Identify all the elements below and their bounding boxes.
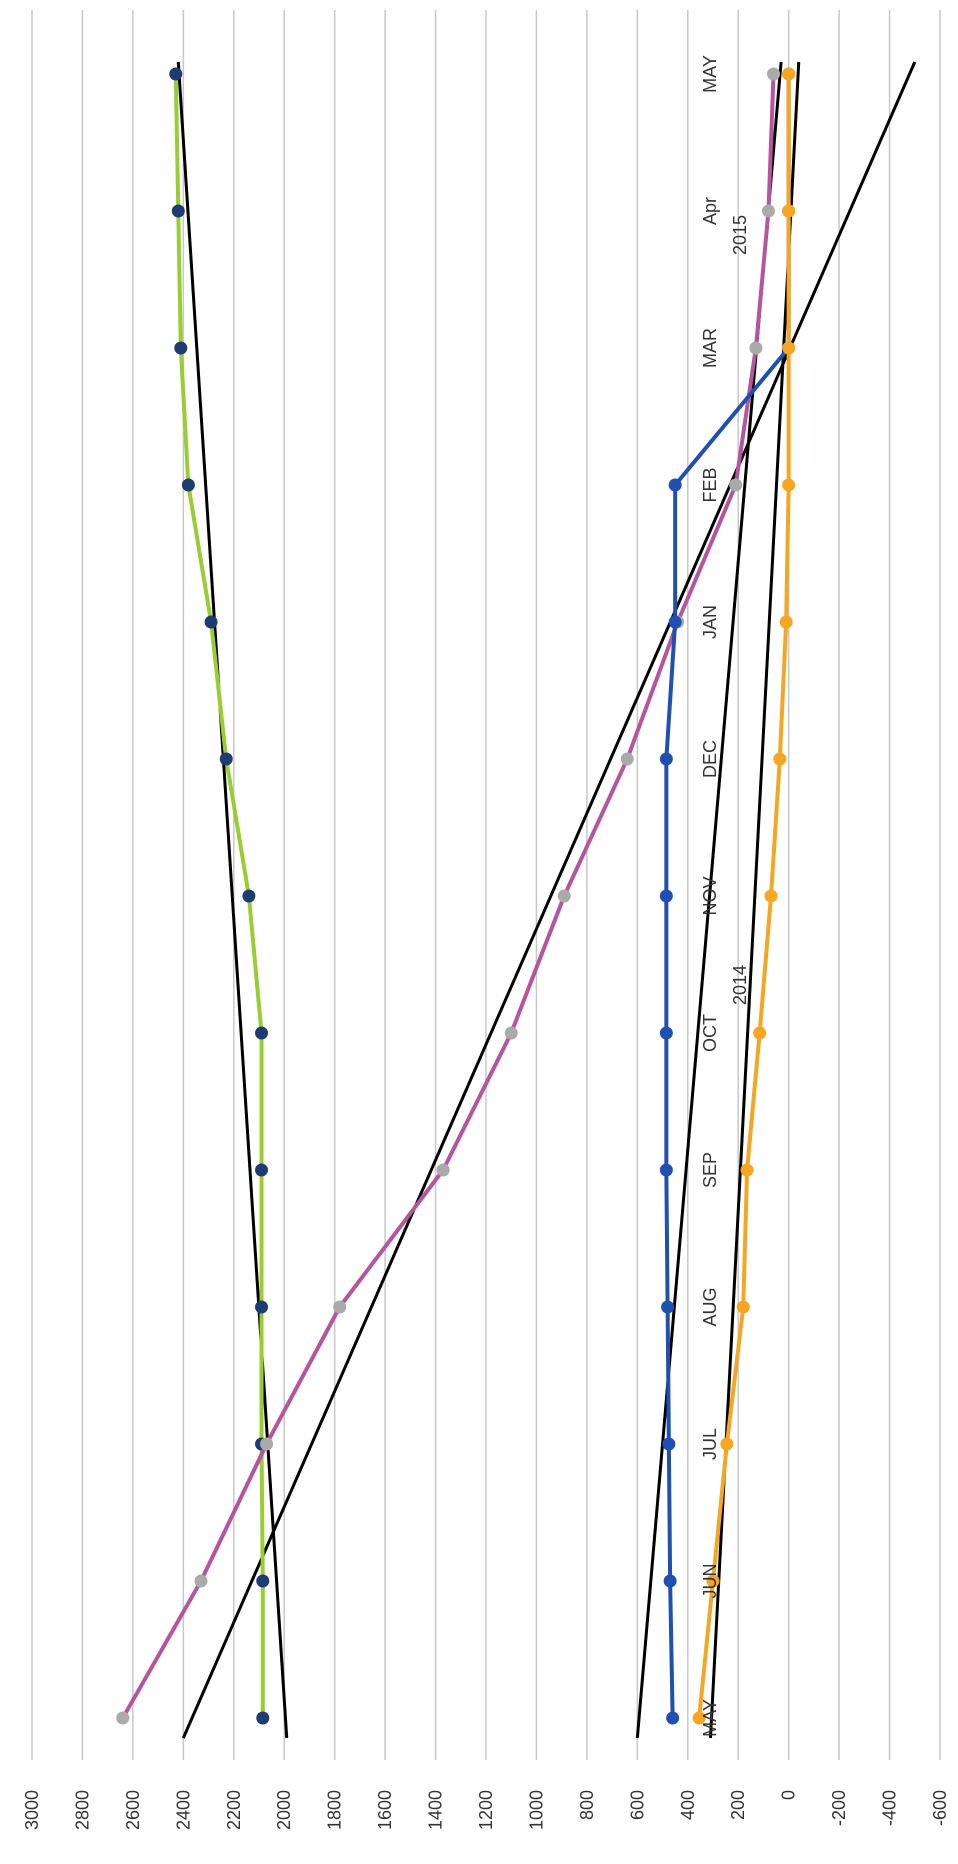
data-point <box>181 478 195 492</box>
data-point <box>782 67 796 81</box>
data-point <box>692 1711 706 1725</box>
value-tick-label: 1200 <box>476 1790 496 1830</box>
data-point <box>659 889 673 903</box>
data-point <box>255 1163 269 1177</box>
value-tick-label: 2200 <box>224 1790 244 1830</box>
category-label: MAY <box>700 55 720 93</box>
year-label: 2015 <box>730 215 750 255</box>
data-point <box>219 752 233 766</box>
value-tick-label: 1800 <box>325 1790 345 1830</box>
category-label: MAY <box>700 1699 720 1737</box>
data-point <box>116 1711 130 1725</box>
value-tick-label: 800 <box>577 1790 597 1820</box>
category-label: Apr <box>700 197 720 225</box>
trend-lines <box>176 61 917 1739</box>
data-point <box>773 752 787 766</box>
trend-line <box>176 61 289 1739</box>
data-point <box>174 341 188 355</box>
data-point <box>668 478 682 492</box>
value-tick-label: -600 <box>930 1790 950 1826</box>
data-point <box>557 889 571 903</box>
data-point <box>194 1574 208 1588</box>
data-point <box>749 341 763 355</box>
data-point <box>782 341 796 355</box>
data-series <box>116 67 796 1725</box>
category-label: AUG <box>700 1287 720 1326</box>
data-point <box>659 1026 673 1040</box>
data-point <box>169 67 183 81</box>
data-point <box>171 204 185 218</box>
data-point <box>782 478 796 492</box>
data-point <box>242 889 256 903</box>
value-tick-label: 400 <box>678 1790 698 1820</box>
data-point <box>436 1163 450 1177</box>
data-point <box>729 478 743 492</box>
value-tick-label: 200 <box>728 1790 748 1820</box>
value-tick-label: 3000 <box>22 1790 42 1830</box>
data-point <box>256 1574 270 1588</box>
data-point <box>255 1300 269 1314</box>
data-point <box>662 1437 676 1451</box>
data-point <box>668 615 682 629</box>
data-point <box>706 1574 720 1588</box>
value-tick-label: 1400 <box>426 1790 446 1830</box>
category-label: JUL <box>700 1428 720 1460</box>
category-axis-labels: MAY JUN JUL AUG SEP OCT NOV DEC JAN FEB MAR Apr MAY <box>700 55 720 1737</box>
data-point <box>256 1711 270 1725</box>
data-point <box>764 889 778 903</box>
data-point <box>779 615 793 629</box>
data-point <box>782 204 796 218</box>
data-point <box>666 1711 680 1725</box>
value-axis-ticks: 3000 2800 2600 2400 2200 2000 1800 1600 1400 1200… <box>22 1790 950 1830</box>
trend-line <box>181 61 917 1739</box>
data-point <box>204 615 218 629</box>
category-label: JUN <box>700 1564 720 1599</box>
data-point <box>659 752 673 766</box>
category-label: SEP <box>700 1152 720 1188</box>
value-tick-label: 1600 <box>375 1790 395 1830</box>
value-tick-label: 2400 <box>173 1790 193 1830</box>
year-labels: 2014 2015 <box>730 215 750 1005</box>
category-label: OCT <box>700 1014 720 1052</box>
data-point <box>767 67 781 81</box>
gridlines <box>31 10 941 1760</box>
data-point <box>736 1300 750 1314</box>
value-tick-label: 2000 <box>274 1790 294 1830</box>
value-tick-label: 2800 <box>72 1790 92 1830</box>
data-point <box>753 1026 767 1040</box>
data-point <box>761 204 775 218</box>
value-tick-label: -200 <box>829 1790 849 1826</box>
year-label: 2014 <box>730 965 750 1005</box>
category-label: DEC <box>700 740 720 778</box>
value-tick-label: -400 <box>880 1790 900 1826</box>
data-point <box>255 1026 269 1040</box>
data-point <box>620 752 634 766</box>
value-tick-label: 2600 <box>123 1790 143 1830</box>
value-tick-label: 0 <box>779 1790 799 1800</box>
data-point <box>504 1026 518 1040</box>
data-point <box>333 1300 347 1314</box>
category-label: NOV <box>700 876 720 915</box>
category-label: JAN <box>700 605 720 639</box>
series-line <box>121 73 776 1719</box>
data-point <box>740 1163 754 1177</box>
data-point <box>661 1300 675 1314</box>
data-point <box>659 1163 673 1177</box>
data-point <box>663 1574 677 1588</box>
value-tick-label: 1000 <box>526 1790 546 1830</box>
data-point <box>260 1437 274 1451</box>
category-label: MAR <box>700 328 720 368</box>
category-label: FEB <box>700 467 720 502</box>
value-tick-label: 600 <box>627 1790 647 1820</box>
data-point <box>720 1437 734 1451</box>
